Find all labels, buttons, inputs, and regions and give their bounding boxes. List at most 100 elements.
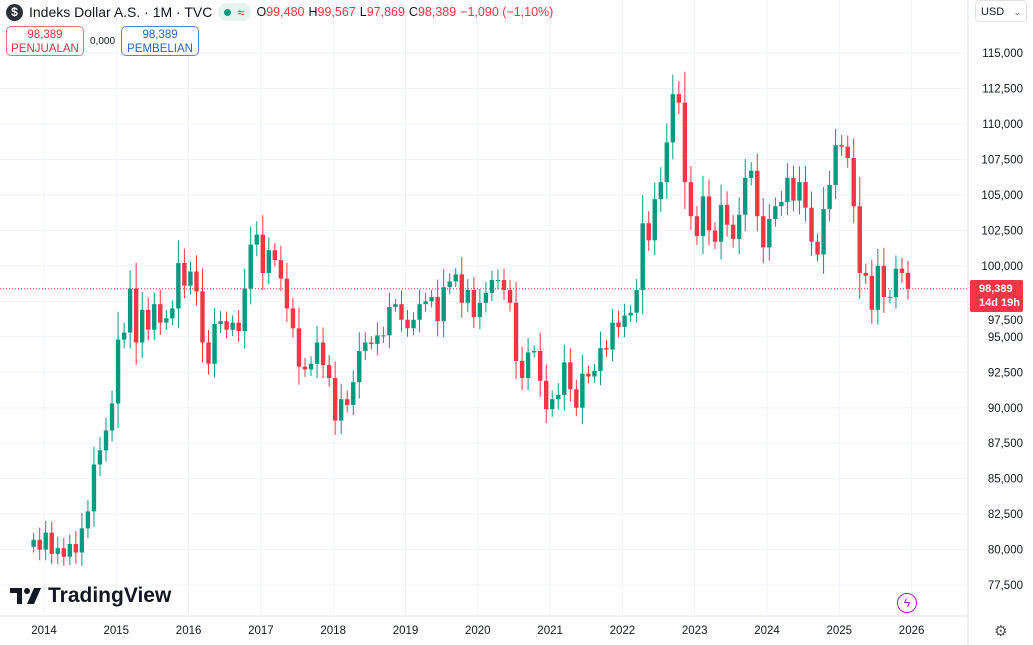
candle-body — [586, 373, 591, 377]
candle-body — [483, 292, 489, 303]
candle-body — [700, 196, 706, 237]
candle-body — [326, 365, 332, 378]
candle-body — [61, 548, 66, 557]
candle-body — [363, 342, 368, 351]
close-label: C — [408, 5, 418, 19]
symbol-title[interactable]: Indeks Dollar A.S. · 1M · TVC — [29, 4, 213, 20]
candle-body — [43, 532, 48, 550]
candle-body — [568, 362, 573, 390]
open-label: O — [256, 5, 267, 19]
candle-body — [146, 309, 151, 330]
candle-body — [544, 380, 549, 410]
candle-body — [749, 170, 754, 178]
candle-body — [779, 201, 784, 207]
candle-body — [459, 274, 464, 303]
candle-body — [767, 219, 772, 248]
candle-body — [387, 307, 392, 336]
candle-body — [242, 288, 247, 332]
candle-body — [375, 335, 380, 344]
candle-body — [905, 272, 911, 289]
candle-body — [863, 272, 868, 276]
candle-body — [278, 260, 284, 279]
last-price-label: 98,389 14d 19h — [970, 280, 1023, 312]
candle-body — [640, 223, 645, 290]
candle-body — [809, 207, 814, 242]
candle-body — [489, 280, 495, 293]
sell-button[interactable]: 98,389 PENJUALAN — [6, 26, 84, 56]
candle-body — [97, 450, 103, 465]
symbol-logo-icon: $ — [6, 3, 23, 21]
candle-body — [49, 532, 54, 554]
candle-body — [79, 528, 85, 553]
sell-price: 98,389 — [27, 29, 63, 41]
sell-label: PENJUALAN — [11, 43, 79, 55]
candle-body — [206, 342, 211, 364]
candle-body — [616, 322, 621, 327]
buy-button[interactable]: 98,389 PEMBELIAN — [121, 26, 200, 56]
candle-body — [634, 289, 639, 313]
candle-body — [429, 297, 434, 302]
bar-countdown: 14d 19h — [979, 297, 1020, 309]
spread-value: 0,000 — [90, 35, 116, 47]
candle-body — [887, 297, 893, 299]
candle-body — [562, 362, 567, 395]
currency-label: USD — [981, 6, 1005, 18]
market-status-pill[interactable]: ≈ — [218, 3, 251, 21]
candle-body — [200, 291, 205, 343]
y-tick-label: 80,000 — [988, 545, 1023, 557]
candle-body — [170, 308, 175, 319]
candle-body — [652, 199, 657, 241]
candle-body — [272, 250, 278, 261]
settings-gear-icon[interactable]: ⚙ — [994, 623, 1008, 640]
change-value: −1,090 (−1,10%) — [460, 5, 554, 19]
candle-body — [682, 102, 688, 183]
candle-body — [712, 230, 718, 242]
candle-body — [314, 342, 320, 364]
y-tick-label: 105,000 — [981, 190, 1023, 202]
y-tick-label: 110,000 — [982, 119, 1023, 131]
candle-body — [845, 146, 850, 159]
x-tick-label: 2014 — [31, 625, 57, 637]
currency-select[interactable]: USD ⌄ — [975, 0, 1027, 22]
candle-body — [556, 394, 561, 400]
candle-body — [357, 350, 362, 383]
close-value: 98,389 — [417, 5, 457, 19]
candle-body — [610, 322, 615, 350]
trade-buttons: 98,389 PENJUALAN 0,000 98,389 PEMBELIAN — [6, 26, 200, 56]
candle-body — [531, 350, 537, 353]
candle-body — [821, 209, 826, 255]
x-tick-label: 2021 — [537, 625, 563, 637]
candle-body — [664, 142, 669, 183]
candle-body — [182, 263, 187, 286]
candle-body — [37, 539, 42, 550]
y-tick-label: 82,500 — [988, 509, 1023, 521]
buy-label: PEMBELIAN — [127, 43, 193, 55]
tradingview-watermark[interactable]: TradingView — [10, 584, 171, 608]
candle-body — [194, 271, 199, 292]
candle-body — [622, 315, 627, 327]
watermark-text: TradingView — [48, 584, 172, 607]
x-tick-label: 2026 — [899, 625, 925, 637]
candle-body — [85, 511, 91, 529]
candle-body — [525, 352, 531, 378]
candle-body — [761, 216, 766, 248]
candle-body — [351, 382, 356, 405]
candle-body — [447, 281, 452, 288]
ohlc-values: O99,480 H99,567 L97,869 C98,389 −1,090 (… — [257, 5, 554, 19]
candle-body — [465, 289, 471, 303]
candle-body — [791, 177, 796, 201]
candle-body — [736, 214, 742, 239]
candle-body — [133, 288, 139, 343]
chevron-down-icon: ⌄ — [1013, 7, 1021, 17]
candle-body — [857, 206, 862, 273]
candle-body — [598, 348, 603, 371]
low-value: 97,869 — [366, 5, 405, 19]
lightning-icon[interactable]: ϟ — [897, 593, 917, 613]
x-tick-label: 2015 — [104, 625, 130, 637]
candle-body — [628, 312, 633, 316]
candle-body — [31, 539, 36, 547]
candle-body — [417, 304, 422, 320]
y-tick-label: 95,000 — [988, 332, 1023, 344]
candle-body — [115, 339, 121, 404]
